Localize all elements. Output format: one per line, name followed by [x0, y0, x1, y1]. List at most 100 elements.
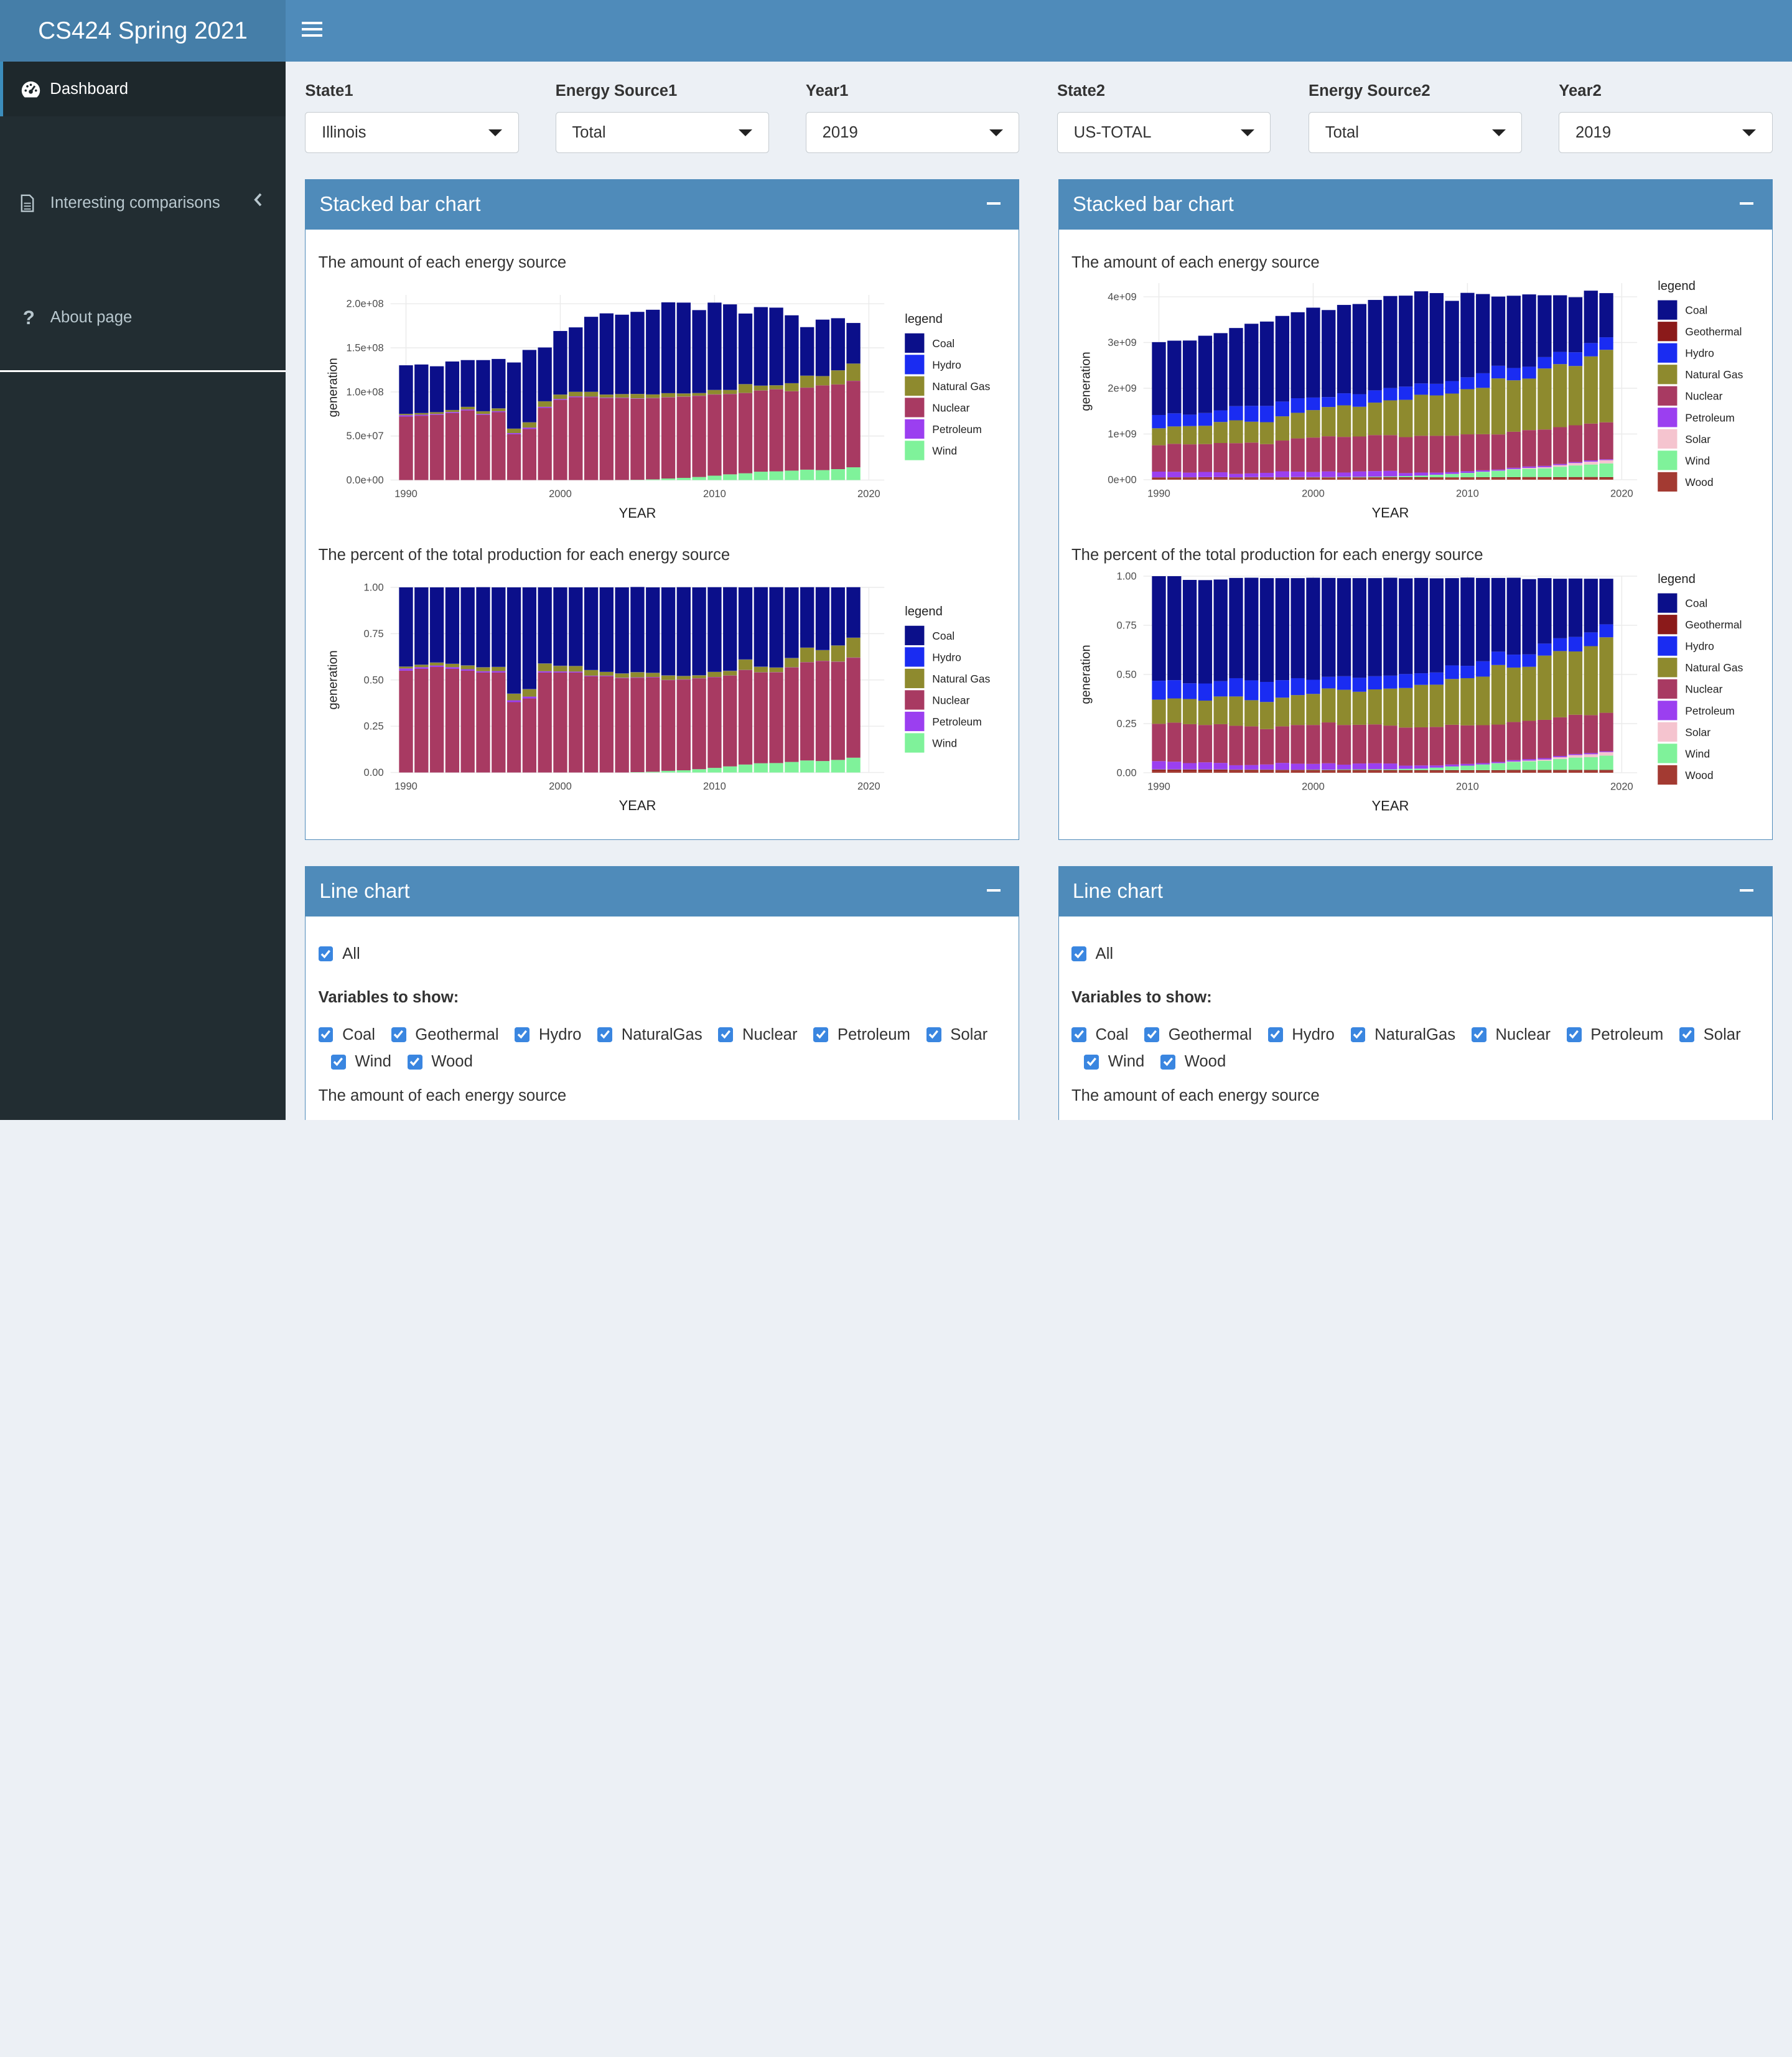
bar-segment-petroleum — [522, 697, 536, 699]
bar-segment-wind — [1445, 474, 1458, 477]
bar-segment-nuclear — [599, 398, 613, 480]
bar-segment-coal — [1244, 324, 1258, 406]
bar-segment-wood — [1353, 478, 1366, 480]
bar-segment-wind — [1368, 769, 1381, 770]
year1-select[interactable]: 2019 — [806, 112, 1019, 153]
sidebar-item-interesting-comparisons[interactable]: Interesting comparisons — [0, 176, 286, 231]
legend-label: Natural Gas — [1685, 661, 1743, 674]
bar-segment-natural-gas — [1368, 403, 1381, 436]
checkbox-nuclear[interactable]: Nuclear — [1472, 1022, 1551, 1048]
chevron-left-icon — [254, 193, 263, 210]
bar-segment-natural-gas — [1476, 676, 1490, 725]
bar-segment-hydro — [1553, 352, 1567, 365]
bar-segment-coal — [676, 302, 690, 393]
bar-segment-nuclear — [1553, 427, 1567, 464]
bar-segment-nuclear — [1167, 722, 1181, 762]
all-checkbox[interactable]: All — [1071, 945, 1113, 963]
bar-segment-nuclear — [1522, 431, 1536, 467]
energy-source2-select[interactable]: Total — [1309, 112, 1522, 153]
checkbox-checked-icon — [1160, 1055, 1175, 1070]
bar-segment-coal — [1507, 577, 1521, 655]
bar-segment-natural-gas — [1460, 389, 1474, 435]
all-checkbox[interactable]: All — [319, 945, 360, 963]
energy-source1-select[interactable]: Total — [556, 112, 769, 153]
bar-segment-hydro — [1260, 406, 1274, 422]
checkbox-solar[interactable]: Solar — [1679, 1022, 1741, 1048]
bar-segment-coal — [1167, 341, 1181, 414]
bar-segment-solar — [1538, 759, 1551, 760]
collapse-icon[interactable] — [987, 202, 1001, 205]
caret-down-icon — [1742, 129, 1756, 136]
bar-segment-hydro — [1229, 678, 1243, 696]
bar-segment-hydro — [1491, 366, 1505, 378]
bar-segment-petroleum — [1491, 470, 1505, 471]
bar-segment-wind — [769, 471, 783, 480]
y-tick-label: 0.25 — [363, 721, 383, 732]
bar-segment-petroleum — [1306, 763, 1320, 769]
checkbox-wood[interactable]: Wood — [408, 1048, 473, 1075]
checkbox-wind[interactable]: Wind — [1084, 1048, 1144, 1075]
bar-segment-petroleum — [538, 671, 551, 673]
y-tick-label: 0.75 — [1117, 619, 1137, 631]
bar-segment-hydro — [1368, 391, 1381, 403]
sidebar-toggle-icon[interactable] — [302, 18, 322, 43]
legend-title: legend — [905, 312, 943, 326]
checkbox-naturalgas[interactable]: NaturalGas — [597, 1022, 702, 1048]
y-axis-label: generation — [1079, 352, 1093, 411]
checkbox-coal[interactable]: Coal — [1071, 1022, 1128, 1048]
checkbox-label: Geothermal — [415, 1022, 498, 1048]
bar-segment-wood — [1569, 478, 1582, 480]
checkbox-naturalgas[interactable]: NaturalGas — [1351, 1022, 1456, 1048]
checkbox-wind[interactable]: Wind — [331, 1048, 391, 1075]
bar-segment-coal — [630, 312, 644, 394]
box-header: Line chart — [1059, 866, 1772, 917]
checkbox-checked-icon — [319, 946, 334, 961]
state1-select[interactable]: Illinois — [305, 112, 518, 153]
checkbox-geothermal[interactable]: Geothermal — [1144, 1022, 1252, 1048]
bar-segment-coal — [1152, 342, 1165, 415]
bar-segment-coal — [1476, 578, 1490, 661]
bar-segment-petroleum — [1260, 473, 1274, 477]
sidebar-item-dashboard[interactable]: Dashboard — [0, 62, 286, 116]
bar-segment-wind — [1430, 767, 1444, 770]
bar-segment-natural-gas — [1198, 426, 1212, 444]
bar-segment-nuclear — [1214, 443, 1228, 472]
collapse-icon[interactable] — [1740, 889, 1753, 892]
checkbox-hydro[interactable]: Hydro — [515, 1022, 581, 1048]
bar-segment-petroleum — [1214, 763, 1228, 769]
bar-segment-natural-gas — [800, 376, 814, 388]
bar-segment-coal — [1353, 304, 1366, 394]
collapse-icon[interactable] — [1740, 202, 1753, 205]
checkbox-solar[interactable]: Solar — [926, 1022, 988, 1048]
state2-select[interactable]: US-TOTAL — [1057, 112, 1271, 153]
checkbox-hydro[interactable]: Hydro — [1268, 1022, 1335, 1048]
sidebar-item-about-page[interactable]: ? About page — [0, 291, 286, 345]
bar-segment-natural-gas — [831, 370, 844, 385]
checkbox-petroleum[interactable]: Petroleum — [1567, 1022, 1664, 1048]
legend-swatch-solar — [1658, 722, 1677, 741]
bar-segment-petroleum — [1553, 464, 1567, 465]
bar-segment-wood — [1445, 478, 1458, 480]
bar-segment-wind — [1399, 477, 1412, 478]
checkbox-petroleum[interactable]: Petroleum — [813, 1022, 910, 1048]
checkbox-coal[interactable]: Coal — [319, 1022, 375, 1048]
collapse-icon[interactable] — [987, 889, 1001, 892]
bar-segment-natural-gas — [692, 675, 706, 678]
bar-segment-nuclear — [492, 412, 505, 480]
bar-segment-natural-gas — [414, 413, 428, 415]
bar-segment-wood — [1167, 478, 1181, 480]
checkbox-geothermal[interactable]: Geothermal — [391, 1022, 499, 1048]
chart-subtitle: The amount of each energy source — [1071, 254, 1320, 272]
checkbox-wood[interactable]: Wood — [1160, 1048, 1226, 1075]
bar-segment-coal — [846, 587, 860, 638]
bar-segment-geothermal — [1599, 477, 1613, 478]
bar-segment-nuclear — [492, 673, 505, 773]
checkbox-nuclear[interactable]: Nuclear — [718, 1022, 797, 1048]
bar-segment-wind — [1569, 466, 1582, 478]
legend-label: Geothermal — [1685, 326, 1742, 338]
bar-segment-wind — [1383, 769, 1397, 770]
bar-segment-wood — [1276, 478, 1289, 480]
bar-segment-nuclear — [738, 670, 752, 765]
bar-segment-hydro — [1290, 678, 1304, 695]
year2-select[interactable]: 2019 — [1559, 112, 1772, 153]
